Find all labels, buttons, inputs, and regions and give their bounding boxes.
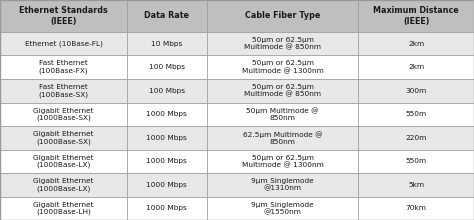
Text: Maximum Distance
(IEEE): Maximum Distance (IEEE) <box>374 6 459 26</box>
Bar <box>127 126 207 150</box>
Bar <box>207 197 358 220</box>
Bar <box>0 197 127 220</box>
Bar <box>358 173 474 197</box>
Text: 62.5μm Multimode @
850nm: 62.5μm Multimode @ 850nm <box>243 131 322 145</box>
Bar <box>358 55 474 79</box>
Bar <box>207 0 358 32</box>
Bar <box>207 55 358 79</box>
Text: 2km: 2km <box>408 41 424 47</box>
Text: Fast Ethernet
(100Base-SX): Fast Ethernet (100Base-SX) <box>38 84 89 97</box>
Text: 5km: 5km <box>408 182 424 188</box>
Bar <box>207 126 358 150</box>
Text: Gigabit Ethernet
(1000Base-LX): Gigabit Ethernet (1000Base-LX) <box>33 155 94 168</box>
Text: 1000 Mbps: 1000 Mbps <box>146 205 187 211</box>
Text: Ethernet (10Base-FL): Ethernet (10Base-FL) <box>25 40 102 47</box>
Bar <box>127 32 207 55</box>
Text: 100 Mbps: 100 Mbps <box>149 88 185 94</box>
Bar <box>207 150 358 173</box>
Bar <box>358 32 474 55</box>
Text: Gigabit Ethernet
(1000Base-SX): Gigabit Ethernet (1000Base-SX) <box>33 131 94 145</box>
Bar <box>358 126 474 150</box>
Bar <box>0 126 127 150</box>
Text: 1000 Mbps: 1000 Mbps <box>146 111 187 117</box>
Text: 220m: 220m <box>405 135 427 141</box>
Text: 1000 Mbps: 1000 Mbps <box>146 135 187 141</box>
Text: 50μm or 62.5μm
Multimode @ 850nm: 50μm or 62.5μm Multimode @ 850nm <box>244 37 321 50</box>
Text: 9μm Singlemode
@1550nm: 9μm Singlemode @1550nm <box>251 202 314 215</box>
Bar <box>358 103 474 126</box>
Bar <box>0 0 127 32</box>
Text: 50μm or 62.5μm
Multimode @ 1300nm: 50μm or 62.5μm Multimode @ 1300nm <box>242 61 323 74</box>
Text: Gigabit Ethernet
(1000Base-LH): Gigabit Ethernet (1000Base-LH) <box>33 202 94 215</box>
Bar <box>207 173 358 197</box>
Bar <box>127 79 207 103</box>
Bar <box>358 150 474 173</box>
Text: Cable Fiber Type: Cable Fiber Type <box>245 11 320 20</box>
Bar <box>127 197 207 220</box>
Text: Data Rate: Data Rate <box>145 11 189 20</box>
Text: Gigabit Ethernet
(1000Base-LX): Gigabit Ethernet (1000Base-LX) <box>33 178 94 192</box>
Text: 70km: 70km <box>406 205 427 211</box>
Bar <box>207 79 358 103</box>
Bar <box>0 103 127 126</box>
Bar <box>127 0 207 32</box>
Bar <box>127 103 207 126</box>
Bar <box>207 32 358 55</box>
Bar <box>127 173 207 197</box>
Bar <box>207 103 358 126</box>
Text: Fast Ethernet
(100Base-FX): Fast Ethernet (100Base-FX) <box>39 61 88 74</box>
Bar <box>0 32 127 55</box>
Text: 2km: 2km <box>408 64 424 70</box>
Text: 1000 Mbps: 1000 Mbps <box>146 158 187 164</box>
Text: 550m: 550m <box>406 111 427 117</box>
Bar <box>0 55 127 79</box>
Text: Gigabit Ethernet
(1000Base-SX): Gigabit Ethernet (1000Base-SX) <box>33 108 94 121</box>
Bar <box>0 173 127 197</box>
Text: 1000 Mbps: 1000 Mbps <box>146 182 187 188</box>
Bar <box>358 79 474 103</box>
Text: 50μm or 62.5μm
Multimode @ 1300nm: 50μm or 62.5μm Multimode @ 1300nm <box>242 155 323 168</box>
Bar <box>127 55 207 79</box>
Bar <box>0 79 127 103</box>
Text: 550m: 550m <box>406 158 427 164</box>
Text: 10 Mbps: 10 Mbps <box>151 41 182 47</box>
Text: 100 Mbps: 100 Mbps <box>149 64 185 70</box>
Text: 9μm Singlemode
@1310nm: 9μm Singlemode @1310nm <box>251 178 314 192</box>
Text: Ethernet Standards
(IEEE): Ethernet Standards (IEEE) <box>19 6 108 26</box>
Text: 300m: 300m <box>405 88 427 94</box>
Text: 50μm Multimode @
850nm: 50μm Multimode @ 850nm <box>246 107 319 121</box>
Bar <box>127 150 207 173</box>
Text: 50μm or 62.5μm
Multimode @ 850nm: 50μm or 62.5μm Multimode @ 850nm <box>244 84 321 97</box>
Bar <box>0 150 127 173</box>
Bar <box>358 197 474 220</box>
Bar <box>358 0 474 32</box>
